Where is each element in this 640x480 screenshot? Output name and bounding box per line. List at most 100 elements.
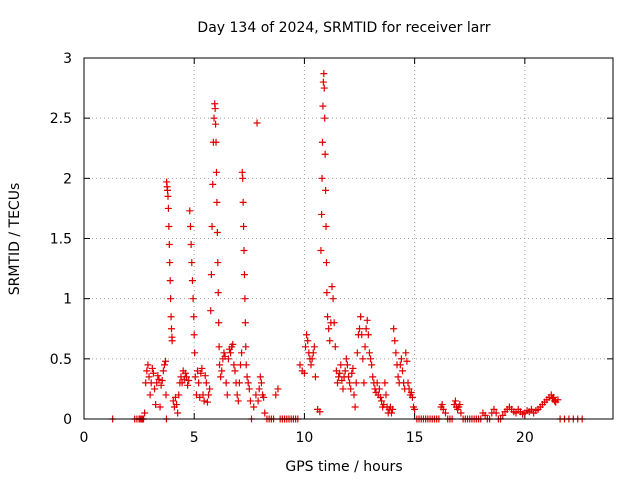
- y-tick-labels: 0 0.5 1 1.5 2 2.5 3: [50, 51, 72, 428]
- x-tick-label: 10: [296, 430, 314, 446]
- data-point: [149, 369, 157, 377]
- data-point: [252, 391, 260, 399]
- data-point: [441, 409, 449, 417]
- data-point: [411, 405, 419, 413]
- data-point: [255, 385, 263, 393]
- data-point: [245, 385, 253, 393]
- data-point: [337, 361, 345, 369]
- data-point: [157, 381, 165, 389]
- data-point: [253, 119, 261, 127]
- data-point: [186, 222, 194, 230]
- data-point: [554, 396, 562, 404]
- data-point: [174, 409, 182, 417]
- data-point: [360, 379, 368, 387]
- data-point: [330, 319, 338, 327]
- y-tick-label: 2.5: [50, 111, 72, 127]
- data-point: [190, 313, 198, 321]
- data-point: [244, 379, 252, 387]
- data-point: [320, 70, 328, 78]
- data-point: [394, 373, 402, 381]
- data-point: [189, 295, 197, 303]
- data-point: [351, 403, 359, 411]
- data-point: [239, 174, 247, 182]
- data-point: [242, 343, 250, 351]
- data-point: [365, 349, 373, 357]
- data-point: [250, 403, 258, 411]
- data-point: [387, 409, 395, 417]
- y-axis-label: SRMTID / TECUs: [7, 183, 23, 296]
- data-point: [220, 349, 228, 357]
- data-point: [224, 355, 232, 363]
- data-point: [153, 379, 161, 387]
- data-point: [376, 393, 384, 401]
- data-point: [381, 379, 389, 387]
- data-point: [206, 385, 214, 393]
- data-point: [156, 403, 164, 411]
- data-point: [173, 401, 181, 409]
- data-point: [439, 405, 447, 413]
- data-point: [318, 210, 326, 218]
- data-point: [235, 379, 243, 387]
- data-point: [162, 357, 170, 365]
- data-point: [326, 337, 334, 345]
- y-tick-label: 1: [63, 292, 72, 308]
- data-point: [310, 343, 318, 351]
- data-point: [373, 379, 381, 387]
- x-tick-label: 20: [516, 430, 534, 446]
- data-point: [338, 376, 346, 384]
- data-point: [349, 364, 357, 372]
- data-point: [217, 373, 225, 381]
- data-point: [342, 355, 350, 363]
- data-point: [186, 207, 194, 215]
- data-point: [311, 373, 319, 381]
- data-point: [402, 349, 410, 357]
- data-point: [164, 186, 172, 194]
- data-point: [346, 379, 354, 387]
- data-point: [190, 331, 198, 339]
- data-point: [211, 105, 219, 113]
- data-point: [191, 373, 199, 381]
- data-point: [389, 405, 397, 413]
- data-point: [154, 372, 162, 380]
- data-point: [391, 337, 399, 345]
- data-point: [318, 138, 326, 146]
- data-point: [490, 405, 498, 413]
- x-tick-label: 5: [190, 430, 199, 446]
- data-point: [234, 397, 242, 405]
- data-point: [215, 319, 223, 327]
- data-point: [166, 277, 174, 285]
- data-point: [152, 401, 160, 409]
- data-point: [321, 150, 329, 158]
- x-tick-label: 0: [80, 430, 89, 446]
- data-point: [261, 409, 269, 417]
- data-point: [195, 379, 203, 387]
- data-point: [320, 84, 328, 92]
- data-point: [323, 289, 331, 297]
- x-tick-labels: 0 5 10 15 20: [80, 430, 534, 446]
- data-point: [182, 373, 190, 381]
- data-point: [191, 349, 199, 357]
- data-point: [339, 385, 347, 393]
- data-point: [322, 259, 330, 267]
- data-point: [164, 204, 172, 212]
- data-point: [451, 397, 459, 405]
- data-point: [396, 361, 404, 369]
- data-point: [222, 379, 230, 387]
- data-point: [499, 411, 507, 419]
- data-point: [318, 174, 326, 182]
- data-point: [143, 367, 151, 375]
- data-point: [197, 369, 205, 377]
- data-point: [316, 408, 324, 416]
- data-point: [348, 369, 356, 377]
- data-point: [185, 376, 193, 384]
- data-point: [272, 391, 280, 399]
- data-point: [309, 349, 317, 357]
- data-point: [198, 364, 206, 372]
- data-point: [308, 355, 316, 363]
- data-point: [358, 331, 366, 339]
- data-point: [233, 391, 241, 399]
- data-point: [158, 376, 166, 384]
- data-point: [240, 271, 248, 279]
- data-point: [231, 367, 239, 375]
